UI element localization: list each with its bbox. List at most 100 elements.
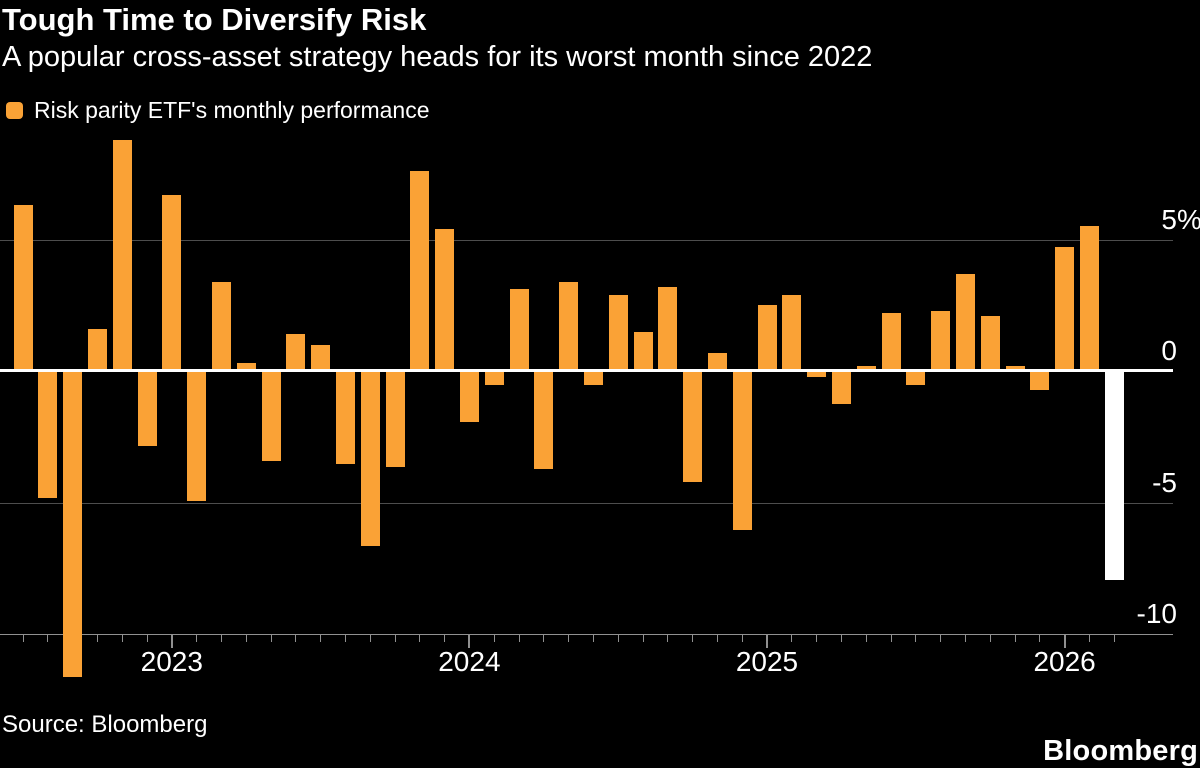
axis-tick-month [295,634,297,642]
bar-Dec-2022 [137,371,157,446]
highlight-bar-Mar-2026 [1104,371,1124,580]
axis-tick-month [493,634,495,642]
bar-May-2023 [261,371,281,461]
bar-Jan-2023 [162,195,182,372]
legend-swatch-icon [6,101,23,119]
axis-tick-month [915,634,917,642]
bar-Jul-2022 [13,205,33,372]
bar-Oct-2023 [385,371,405,467]
axis-tick-month [369,634,371,642]
bar-Sep-2023 [360,371,380,546]
legend-label: Risk parity ETF's monthly performance [34,96,430,123]
axis-tick-month [642,634,644,642]
bar-Aug-2022 [38,371,58,498]
axis-tick-month [667,634,669,642]
axis-tick-month [692,634,694,642]
axis-tick-month [1039,634,1041,642]
axis-tick-month [741,634,743,642]
bar-Oct-2025 [980,316,1000,372]
axis-tick-month [840,634,842,642]
bar-Feb-2024 [484,371,504,385]
bar-Sep-2024 [658,287,678,372]
gridline-5 [0,240,1173,241]
y-axis-label-5pct: 5% [1161,204,1200,235]
axis-tick-month [865,634,867,642]
axis-tick-month [964,634,966,642]
bar-Oct-2024 [683,371,703,482]
axis-tick-month [890,634,892,642]
bar-Jul-2023 [311,345,331,372]
bar-Apr-2025 [831,371,851,404]
bar-Jan-2026 [1055,247,1075,372]
axis-tick-month [121,634,123,642]
x-axis-line [0,634,1173,635]
bar-Nov-2022 [112,140,132,372]
bar-May-2024 [559,282,579,372]
axis-tick-month [989,634,991,642]
axis-tick-month [245,634,247,642]
axis-tick-month [940,634,942,642]
bar-Feb-2025 [782,295,802,372]
axis-tick-month [543,634,545,642]
bar-Jan-2024 [459,371,479,422]
gridline--5 [0,503,1173,504]
axis-tick-month [1113,634,1115,642]
axis-tick-month [196,634,198,642]
percent-suffix: % [1177,204,1200,235]
axis-tick-month [568,634,570,642]
bar-Mar-2023 [211,282,231,372]
bar-Jun-2023 [286,334,306,372]
x-axis-label-2023: 2023 [140,646,203,677]
bar-Aug-2023 [335,371,355,464]
x-axis-label-2026: 2026 [1033,646,1096,677]
source-note: Source: Bloomberg [2,711,208,738]
bar-Nov-2023 [410,171,430,372]
axis-tick-year [766,634,768,648]
zero-baseline [0,369,1173,372]
bar-Aug-2024 [633,332,653,372]
axis-tick-month [716,634,718,642]
axis-tick-month [394,634,396,642]
axis-tick-year [1063,634,1066,648]
axis-tick-year [170,634,173,648]
bar-Jun-2024 [583,371,603,385]
bar-Sep-2025 [955,274,975,372]
bar-Mar-2024 [509,289,529,372]
bar-Jul-2024 [608,295,628,372]
y-axis-label--5: -5 [1152,467,1177,498]
x-axis-label-2025: 2025 [735,646,799,677]
legend: Risk parity ETF's monthly performance [6,97,430,123]
bar-Oct-2022 [87,329,107,372]
axis-tick-month [22,634,24,642]
bar-Jan-2025 [757,305,777,372]
axis-tick-month [617,634,619,642]
y-axis-label--10: -10 [1136,598,1177,629]
axis-tick-month [270,634,272,642]
bar-Dec-2023 [435,229,455,372]
axis-tick-month [320,634,322,642]
axis-tick-month [1088,634,1090,642]
bar-Aug-2025 [931,311,951,372]
axis-tick-month [220,634,222,642]
axis-tick-month [592,634,594,642]
axis-tick-month [444,634,446,642]
bar-Feb-2026 [1079,226,1099,372]
bloomberg-logo: Bloomberg [1043,735,1198,767]
bar-Dec-2024 [732,371,752,530]
bar-Jul-2025 [906,371,926,385]
bar-Mar-2025 [807,371,827,377]
page-subtitle: A popular cross-asset strategy heads for… [2,41,873,73]
axis-tick-month [791,634,793,642]
bar-Apr-2023 [236,363,256,372]
bar-Dec-2025 [1030,371,1050,390]
page-title: Tough Time to Diversify Risk [2,2,427,37]
bar-Nov-2024 [707,353,727,372]
bar-Jun-2025 [881,313,901,372]
bar-Apr-2024 [534,371,554,469]
bar-Sep-2022 [63,371,83,677]
axis-tick-month [47,634,49,642]
axis-tick-year [468,634,471,648]
axis-tick-month [146,634,148,642]
